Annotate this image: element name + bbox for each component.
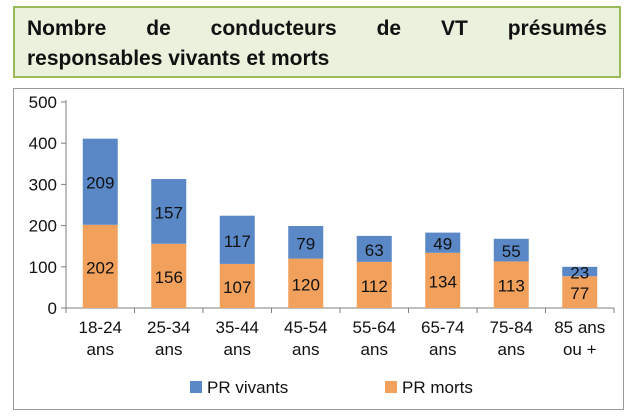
x-tick-label: ans xyxy=(155,340,182,359)
title-word: de xyxy=(146,17,171,40)
x-tick-label: ans xyxy=(498,340,525,359)
bar-pr-morts xyxy=(219,263,255,308)
data-label-pr-vivants: 209 xyxy=(86,174,114,193)
data-label-pr-morts: 134 xyxy=(429,272,457,291)
legend-label: PR morts xyxy=(402,378,473,397)
bar-pr-morts xyxy=(288,258,324,308)
x-tick-label: 18-24 xyxy=(79,318,122,337)
data-label-pr-morts: 156 xyxy=(155,268,183,287)
legend-swatch xyxy=(190,381,202,393)
x-tick-label: 75-84 xyxy=(490,318,533,337)
title-word: VT xyxy=(440,17,468,40)
bar-pr-morts xyxy=(425,252,461,308)
data-label-pr-vivants: 49 xyxy=(433,235,452,254)
bar-pr-vivants xyxy=(493,238,529,262)
x-tick-label: ans xyxy=(224,340,251,359)
data-label-pr-vivants: 23 xyxy=(570,264,589,283)
data-label-pr-morts: 113 xyxy=(498,277,525,296)
data-label-pr-vivants: 117 xyxy=(224,232,251,251)
x-tick-label: ans xyxy=(429,340,456,359)
x-tick-label: 45-54 xyxy=(284,318,327,337)
title-word: de xyxy=(376,17,402,40)
data-label-pr-morts: 120 xyxy=(292,275,320,294)
data-label-pr-morts: 107 xyxy=(223,278,251,297)
bar-pr-morts xyxy=(356,261,392,308)
title-line-1: Nombre de conducteurs de VT présumés xyxy=(27,14,607,44)
data-label-pr-vivants: 63 xyxy=(365,241,384,260)
data-label-pr-morts: 202 xyxy=(86,258,114,277)
bar-pr-vivants xyxy=(356,235,392,262)
x-tick-label: 35-44 xyxy=(216,318,259,337)
title-line-2: responsables vivants et morts xyxy=(27,47,330,70)
x-tick-label: 25-34 xyxy=(147,318,190,337)
bar-pr-morts xyxy=(562,276,598,308)
x-tick-label: ou + xyxy=(563,340,597,359)
y-tick-label: 500 xyxy=(29,93,57,112)
data-label-pr-vivants: 55 xyxy=(502,242,521,261)
bar-pr-vivants xyxy=(151,179,187,244)
bar-pr-morts xyxy=(151,243,187,308)
title-word: conducteurs xyxy=(210,17,337,40)
bar-pr-morts xyxy=(493,261,529,308)
y-tick-label: 400 xyxy=(29,134,57,153)
y-tick-label: 0 xyxy=(48,299,57,318)
y-tick-label: 100 xyxy=(29,258,57,277)
x-tick-label: 85 ans xyxy=(554,318,605,337)
bar-pr-vivants xyxy=(562,266,598,277)
bar-pr-vivants xyxy=(425,232,461,253)
data-label-pr-vivants: 79 xyxy=(296,234,315,253)
x-tick-label: 65-74 xyxy=(421,318,464,337)
x-tick-label: ans xyxy=(87,340,114,359)
bar-pr-morts xyxy=(82,224,118,308)
data-label-pr-morts: 77 xyxy=(570,284,589,303)
x-tick-label: ans xyxy=(292,340,319,359)
legend-label: PR vivants xyxy=(207,378,288,397)
x-tick-label: 55-64 xyxy=(353,318,396,337)
title-word: Nombre xyxy=(27,17,107,40)
data-label-pr-morts: 112 xyxy=(361,277,388,296)
chart-title: Nombre de conducteurs de VT présumés res… xyxy=(13,6,621,78)
bar-pr-vivants xyxy=(288,226,324,259)
title-word: présumés xyxy=(507,17,607,40)
x-tick-label: ans xyxy=(361,340,388,359)
bar-pr-vivants xyxy=(219,215,255,264)
y-tick-label: 300 xyxy=(29,175,57,194)
y-tick-label: 200 xyxy=(29,217,57,236)
bar-pr-vivants xyxy=(82,138,118,225)
legend-swatch xyxy=(385,381,397,393)
data-label-pr-vivants: 157 xyxy=(155,203,183,222)
